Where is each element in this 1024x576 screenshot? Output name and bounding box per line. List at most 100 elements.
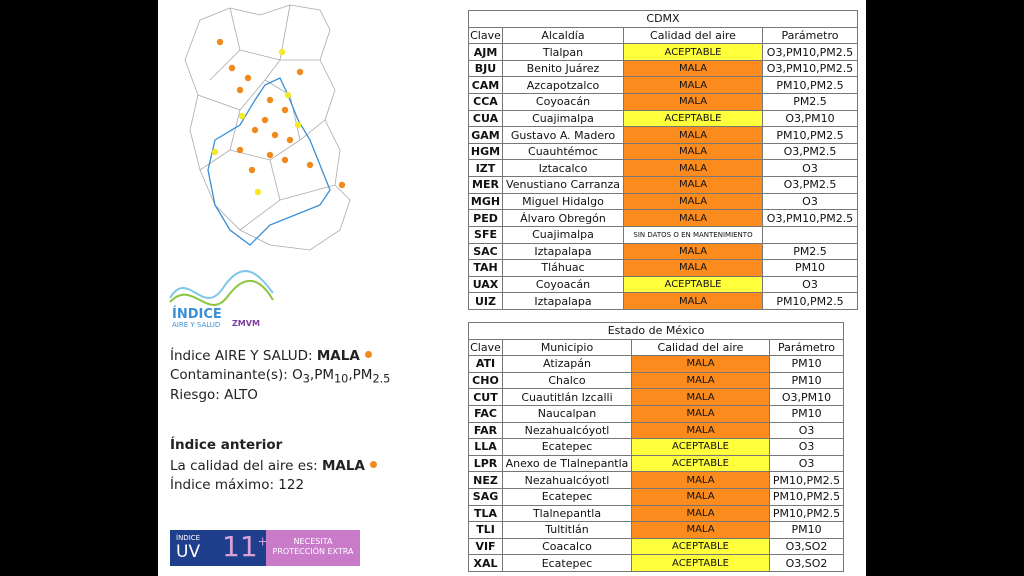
uv-sup: + — [257, 534, 268, 549]
station-name: Venustiano Carranza — [502, 176, 624, 194]
row: NEZ Nezahualcóyotl MALA PM10,PM2.5 — [468, 471, 845, 489]
value: MALA — [321, 458, 365, 474]
station-code: AJM — [468, 43, 503, 61]
station-code: LLA — [468, 438, 503, 456]
station-code: SAC — [468, 242, 503, 261]
row: VIF Coacalco ACEPTABLE O3,SO2 — [468, 537, 845, 556]
parameter — [762, 225, 858, 244]
header-row: Clave Alcaldía Calidad del aire Parámetro — [468, 26, 858, 45]
pollutant: PM — [352, 367, 373, 383]
station-code: NEZ — [468, 471, 503, 489]
uv-badge: ÍNDICE UV 11+ NECESITA PROTECCIÓN EXTRA — [170, 530, 360, 566]
station-code: SFE — [468, 225, 503, 244]
station-name: Gustavo A. Madero — [502, 126, 624, 144]
parameter: PM10,PM2.5 — [762, 292, 858, 310]
station-code: VIF — [468, 537, 503, 556]
station-name: Coyoacán — [502, 275, 624, 294]
station-code: UAX — [468, 275, 503, 294]
header-row: Clave Municipio Calidad del aire Parámetro — [468, 338, 845, 357]
uv-line1: ÍNDICE — [176, 534, 201, 542]
logo-line1: ÍNDICE — [172, 306, 222, 322]
column-header: Alcaldía — [502, 26, 624, 45]
air-quality: MALA — [623, 76, 763, 95]
station-code: CAM — [468, 76, 503, 95]
station-name: Iztapalapa — [502, 242, 624, 261]
row: MGH Miguel Hidalgo MALA O3 — [468, 192, 858, 211]
station-name: Chalco — [502, 371, 632, 390]
uv-message: NECESITA PROTECCIÓN EXTRA — [266, 530, 360, 566]
row: UIZ Iztapalapa MALA PM10,PM2.5 — [468, 292, 858, 310]
station-code: FAC — [468, 404, 503, 423]
row: XAL Ecatepec ACEPTABLE O3,SO2 — [468, 554, 845, 572]
station-name: Iztapalapa — [502, 292, 624, 310]
column-header: Municipio — [502, 338, 632, 357]
risk: Riesgo: ALTO — [170, 387, 258, 403]
station-name: Coyoacán — [502, 93, 624, 111]
dot — [369, 461, 377, 468]
air-quality: MALA — [623, 93, 763, 111]
air-quality: SIN DATOS O EN MANTENIMIENTO — [623, 225, 763, 244]
air-quality: ACEPTABLE — [631, 438, 770, 456]
parameter: PM10,PM2.5 — [768, 471, 845, 489]
table-title: CDMX — [468, 10, 858, 28]
row: FAR Nezahualcóyotl MALA O3 — [468, 421, 845, 440]
station-name: Naucalpan — [502, 404, 632, 423]
air-quality: MALA — [623, 159, 763, 178]
parameter: PM10,PM2.5 — [768, 504, 845, 523]
air-quality: MALA — [623, 292, 763, 310]
previous-line: La calidad del aire es: MALA — [170, 458, 377, 474]
parameter: PM10 — [768, 521, 845, 539]
parameter: O3,SO2 — [768, 537, 845, 556]
edomex-table: Estado de México Clave Municipio Calidad de… — [467, 322, 845, 572]
column-header: Clave — [468, 26, 503, 45]
air-quality: MALA — [623, 126, 763, 144]
label: Contaminante(s): — [170, 367, 293, 383]
pollutant-sub: 3 — [302, 372, 310, 386]
air-quality: ACEPTABLE — [623, 275, 763, 294]
station-code: LPR — [468, 454, 503, 473]
row: PED Álvaro Obregón MALA O3,PM10,PM2.5 — [468, 209, 858, 227]
table-title: Estado de México — [467, 322, 845, 340]
parameter: PM10,PM2.5 — [762, 76, 858, 95]
row: SAG Ecatepec MALA PM10,PM2.5 — [468, 487, 845, 506]
uv-index: ÍNDICE UV 11+ — [170, 530, 268, 566]
station-code: SAG — [468, 487, 503, 506]
station-code: MER — [468, 176, 503, 194]
station-name: Nezahualcóyotl — [502, 421, 632, 440]
parameter: O3,PM2.5 — [762, 142, 858, 161]
row: SFE Cuajimalpa SIN DATOS O EN MANTENIMIENT… — [468, 225, 858, 244]
air-quality: MALA — [631, 371, 770, 390]
station-code: IZT — [468, 159, 503, 178]
station-name: Benito Juárez — [502, 59, 624, 78]
logo-line2: AIRE Y SALUD — [172, 321, 220, 329]
station-code: CCA — [468, 93, 503, 111]
parameter: O3,PM10,PM2.5 — [762, 209, 858, 227]
column-header: Calidad del aire — [623, 26, 763, 45]
parameter: O3,PM2.5 — [762, 176, 858, 194]
row: LLA Ecatepec ACEPTABLE O3 — [468, 438, 845, 456]
air-quality: MALA — [623, 176, 763, 194]
uv-value: 11+ — [222, 530, 268, 563]
station-code: UIZ — [468, 292, 503, 310]
row: AJM Tlalpan ACEPTABLE O3,PM10,PM2.5 — [468, 43, 858, 61]
station-code: TAH — [468, 259, 503, 277]
previous-title: Índice anterior — [170, 437, 283, 453]
air-quality: ACEPTABLE — [623, 109, 763, 128]
air-quality: MALA — [623, 192, 763, 211]
contaminants-line: Contaminante(s): O3,PM10,PM2.5 — [170, 367, 390, 386]
row: SAC Iztapalapa MALA PM2.5 — [468, 242, 858, 261]
air-quality: MALA — [623, 142, 763, 161]
parameter: PM10 — [768, 404, 845, 423]
row: IZT Iztacalco MALA O3 — [468, 159, 858, 178]
row: LPR Anexo de Tlalnepantla ACEPTABLE O3 — [468, 454, 845, 473]
row: FAC Naucalpan MALA PM10 — [468, 404, 845, 423]
station-name: Ecatepec — [502, 487, 632, 506]
separator: , — [348, 367, 353, 383]
station-name: Coacalco — [502, 537, 632, 556]
column-header: Calidad del aire — [631, 338, 770, 357]
station-name: Cuajimalpa — [502, 225, 624, 244]
air-quality: MALA — [631, 388, 770, 406]
row: TAH Tláhuac MALA PM10 — [468, 259, 858, 277]
uv-number: 11 — [222, 530, 258, 563]
